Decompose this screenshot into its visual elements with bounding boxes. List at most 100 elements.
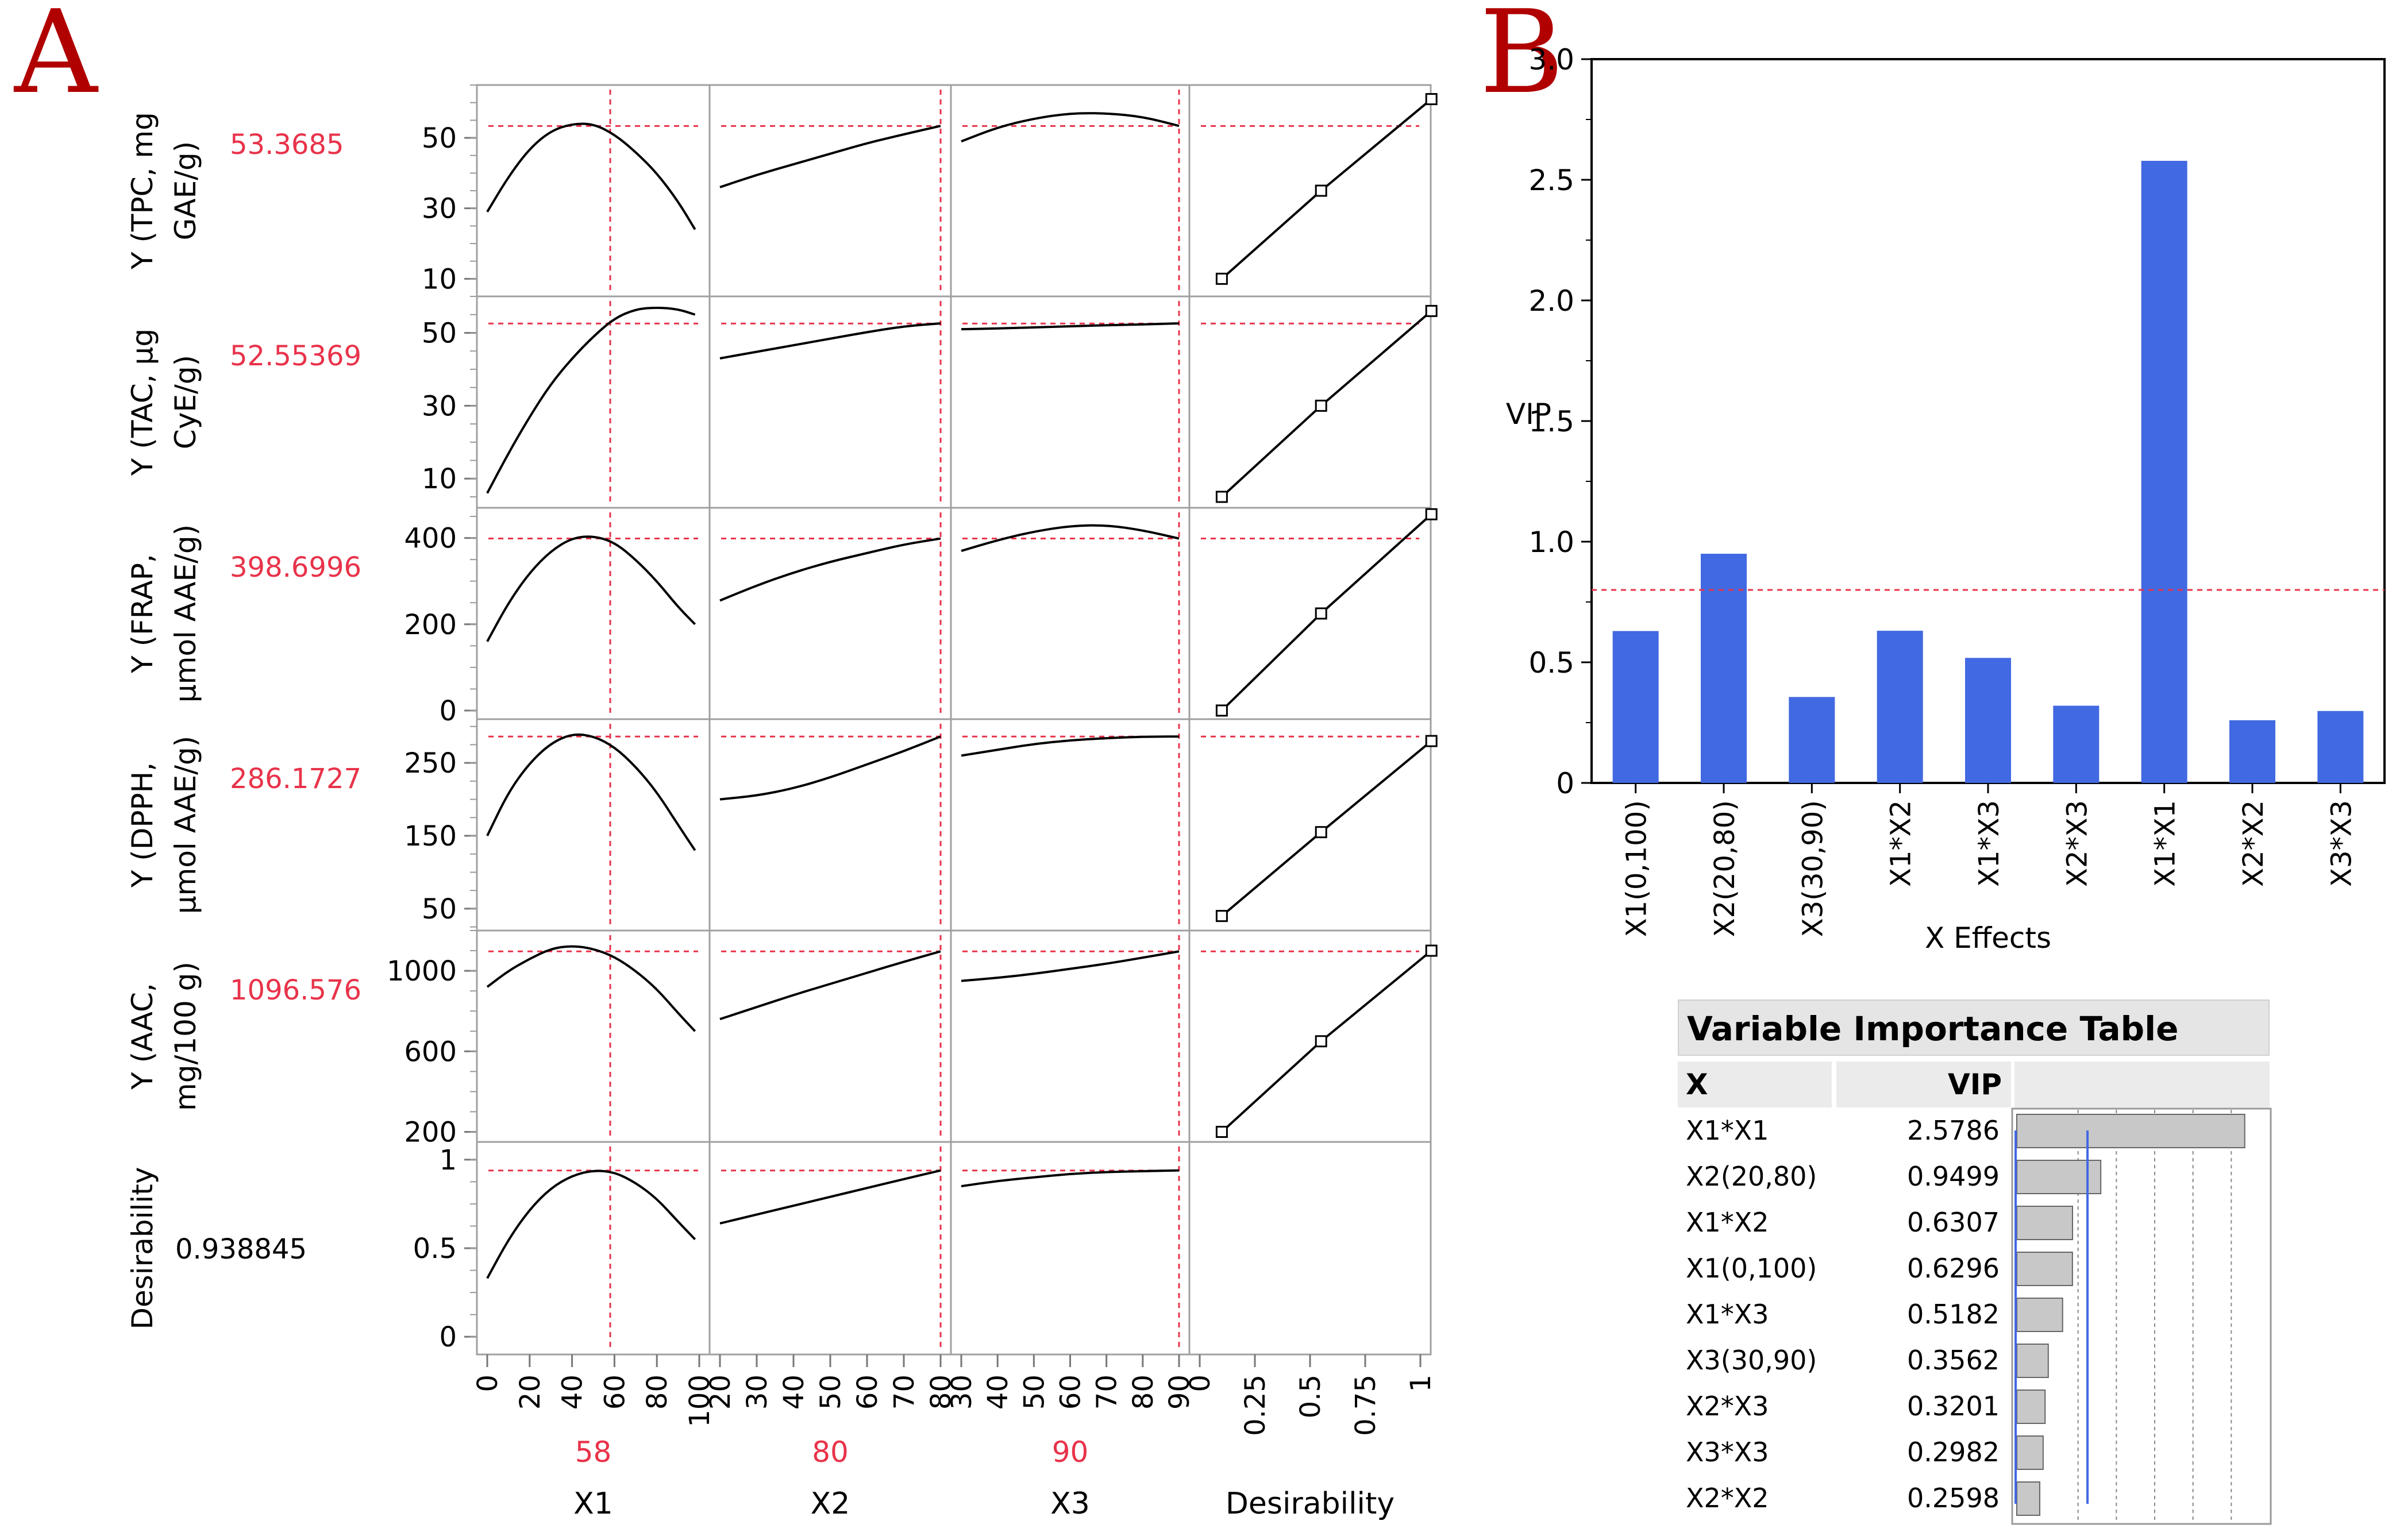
response-value: 1096.576 — [230, 974, 361, 1006]
response-label: Y (TAC, µg — [126, 329, 159, 476]
profiler-cell — [950, 84, 1191, 298]
profile-curve — [719, 125, 941, 188]
response-value: 0.938845 — [175, 1233, 307, 1265]
row-vip-value: 0.3201 — [1907, 1391, 2000, 1422]
row-vip-value: 0.5182 — [1907, 1299, 2000, 1330]
x-tick-label: 20 — [514, 1375, 546, 1410]
x-axis-label: X Effects — [1925, 921, 2051, 955]
profile-curve — [961, 950, 1180, 982]
x-tick-label: 80 — [641, 1375, 673, 1410]
vip-bar — [1701, 554, 1747, 783]
profile-curve — [486, 733, 696, 851]
x-tick-label: 0 — [1184, 1375, 1216, 1392]
x-tick-label: 60 — [852, 1375, 884, 1410]
x-tick-label: X3*X3 — [2325, 800, 2358, 887]
profiler-cell — [950, 929, 1191, 1143]
response-value: 53.3685 — [230, 129, 344, 161]
column-header-bar — [2014, 1062, 2270, 1107]
row-x-label: X1*X2 — [1686, 1207, 1769, 1238]
x-tick-label: 60 — [1055, 1375, 1087, 1410]
x-tick-label: 0.25 — [1239, 1375, 1272, 1436]
y-tick-label: 1.0 — [1528, 526, 1574, 559]
y-tick-label: 200 — [404, 1116, 457, 1148]
profiler-cell — [1188, 718, 1432, 932]
y-tick-label: 50 — [422, 122, 457, 155]
response-label: CyE/g) — [169, 355, 202, 449]
row-x-label: X2(20,80) — [1686, 1161, 1817, 1192]
profiler-cell — [1188, 929, 1432, 1143]
bar-area-frame — [2011, 1107, 2272, 1525]
y-tick-label: 400 — [404, 523, 457, 555]
x-tick-label: X1(0,100) — [1621, 800, 1653, 937]
x-tick-label: X2(20,80) — [1709, 800, 1741, 937]
y-tick-label: 3.0 — [1528, 43, 1574, 76]
y-tick-label: 30 — [422, 193, 457, 225]
vip-bar — [2229, 720, 2275, 783]
y-tick-label: 0 — [439, 695, 457, 727]
row-vip-value: 0.2598 — [1907, 1483, 2000, 1514]
profile-curve — [486, 306, 696, 494]
row-vip-value: 0.9499 — [1907, 1161, 2000, 1192]
row-x-label: X2*X2 — [1686, 1483, 1769, 1514]
x-tick-label: 60 — [599, 1375, 631, 1410]
row-x-label: X1(0,100) — [1686, 1253, 1817, 1284]
table-row: X2*X3 0.3201 — [1678, 1383, 2011, 1429]
vip-table-bar — [2016, 1435, 2044, 1470]
vip-table-bar — [2016, 1298, 2063, 1332]
row-x-label: X1*X3 — [1686, 1299, 1769, 1330]
variable-importance-table: Variable Importance Table X VIP X1*X1 2.5… — [1678, 999, 2275, 1525]
factor-current-value: 80 — [812, 1435, 849, 1469]
x-tick-label: 0.75 — [1350, 1375, 1382, 1436]
vip-bar — [2141, 160, 2187, 783]
desirability-point — [1425, 944, 1438, 957]
y-tick-label: 2.0 — [1528, 284, 1574, 318]
profile-curve — [961, 112, 1180, 142]
y-tick-label: 200 — [404, 609, 457, 641]
panel-label-b: B — [1480, 0, 1564, 119]
y-tick-label: 0 — [439, 1321, 457, 1353]
column-header-vip: VIP — [1836, 1062, 2011, 1107]
profiler-cell — [1188, 507, 1432, 720]
desirability-point — [1315, 1035, 1327, 1048]
row-vip-value: 0.2982 — [1907, 1437, 2000, 1468]
profile-curve — [719, 950, 941, 1021]
profile-curve — [961, 735, 1180, 757]
x-tick-label: 40 — [778, 1375, 810, 1410]
panel-label-a: A — [13, 0, 99, 119]
vip-bar — [1612, 631, 1659, 783]
x-tick-label: 80 — [925, 1375, 957, 1410]
table-row: X3*X3 0.2982 — [1678, 1429, 2011, 1475]
desirability-point — [1425, 93, 1438, 106]
vip-table-bar — [2016, 1114, 2245, 1148]
response-label: µmol AAE/g) — [169, 524, 202, 703]
x-tick-label: 70 — [1091, 1375, 1123, 1410]
factor-current-value: 90 — [1052, 1435, 1089, 1469]
table-row: X1*X1 2.5786 — [1678, 1107, 2011, 1153]
y-tick-label: 600 — [404, 1036, 457, 1068]
profiler-cell — [476, 507, 711, 720]
response-label: Y (TPC, mg — [126, 112, 159, 270]
x-tick-label: X3(30,90) — [1797, 800, 1829, 937]
table-row: X1*X3 0.5182 — [1678, 1291, 2011, 1337]
profiler-cell — [708, 718, 952, 932]
desirability-point — [1215, 704, 1228, 717]
y-axis-label: VIP — [1506, 397, 1551, 431]
x-tick-label: 1 — [1405, 1375, 1437, 1392]
row-vip-value: 0.3562 — [1907, 1345, 2000, 1376]
y-tick-label: 50 — [422, 317, 457, 349]
vip-bar — [1789, 697, 1835, 783]
profiler-cell — [708, 295, 952, 509]
vip-table-bar — [2016, 1252, 2073, 1286]
response-value: 398.6996 — [230, 551, 361, 584]
x-tick-label: 20 — [704, 1375, 737, 1410]
x-tick-label: 50 — [815, 1375, 847, 1410]
profiler-cell — [708, 929, 952, 1143]
profiler-cell — [708, 84, 952, 298]
y-tick-label: 30 — [422, 390, 457, 422]
profile-curve — [486, 1170, 696, 1279]
x-tick-label: 70 — [888, 1375, 920, 1410]
vip-bar — [1877, 631, 1923, 783]
table-row: X2*X2 0.2598 — [1678, 1475, 2011, 1521]
table-row: X2(20,80) 0.9499 — [1678, 1153, 2011, 1199]
desirability-point — [1315, 399, 1327, 412]
